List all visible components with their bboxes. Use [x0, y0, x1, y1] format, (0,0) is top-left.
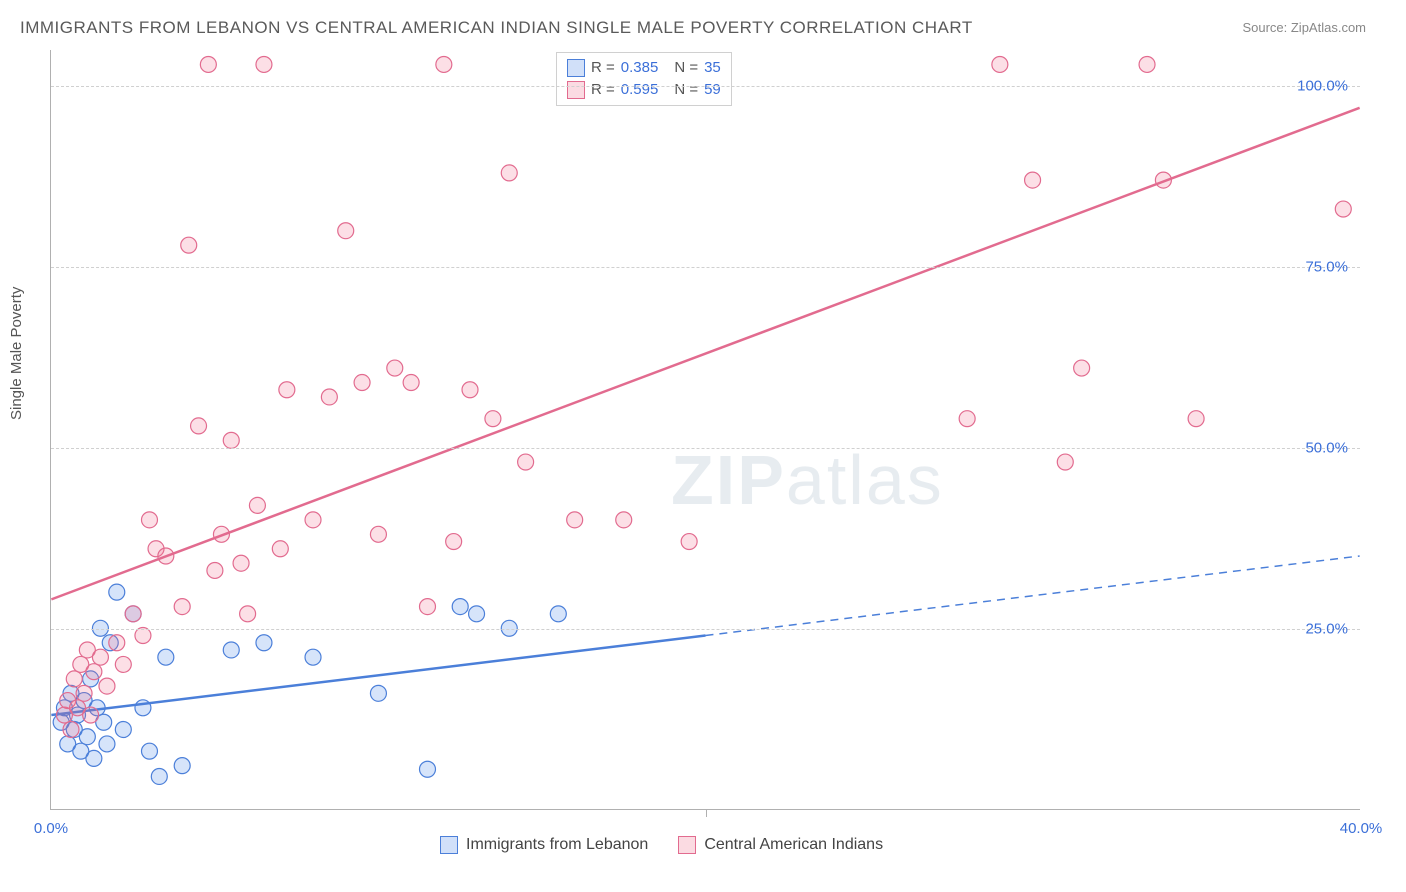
- chart-svg: [51, 50, 1360, 809]
- scatter-point: [992, 56, 1008, 72]
- scatter-point: [403, 375, 419, 391]
- source-attribution: Source: ZipAtlas.com: [1242, 20, 1366, 35]
- ytick-label: 75.0%: [1305, 259, 1348, 276]
- gridline: [51, 267, 1360, 268]
- scatter-point: [174, 758, 190, 774]
- scatter-point: [158, 649, 174, 665]
- scatter-point: [959, 411, 975, 427]
- scatter-point: [446, 534, 462, 550]
- legend-label-pink: Central American Indians: [704, 836, 883, 854]
- scatter-point: [305, 649, 321, 665]
- scatter-point: [174, 599, 190, 615]
- scatter-point: [485, 411, 501, 427]
- trend-line: [51, 108, 1359, 600]
- scatter-point: [191, 418, 207, 434]
- xtick-minor: [706, 809, 707, 817]
- scatter-point: [86, 664, 102, 680]
- scatter-point: [233, 555, 249, 571]
- scatter-point: [115, 721, 131, 737]
- ytick-label: 25.0%: [1305, 621, 1348, 638]
- scatter-point: [181, 237, 197, 253]
- y-axis-label: Single Male Poverty: [8, 287, 25, 420]
- scatter-point: [436, 56, 452, 72]
- scatter-point: [616, 512, 632, 528]
- scatter-point: [354, 375, 370, 391]
- scatter-point: [109, 635, 125, 651]
- swatch-blue-icon: [440, 836, 458, 854]
- scatter-point: [370, 685, 386, 701]
- scatter-point: [1335, 201, 1351, 217]
- scatter-point: [518, 454, 534, 470]
- scatter-point: [115, 656, 131, 672]
- scatter-point: [223, 642, 239, 658]
- legend-label-blue: Immigrants from Lebanon: [466, 836, 648, 854]
- scatter-point: [83, 707, 99, 723]
- scatter-point: [550, 606, 566, 622]
- legend-item-blue: Immigrants from Lebanon: [440, 836, 648, 854]
- series-legend: Immigrants from Lebanon Central American…: [440, 836, 883, 854]
- scatter-point: [76, 685, 92, 701]
- xtick-label: 40.0%: [1340, 820, 1383, 837]
- scatter-point: [151, 768, 167, 784]
- ytick-label: 50.0%: [1305, 440, 1348, 457]
- scatter-point: [1188, 411, 1204, 427]
- gridline: [51, 448, 1360, 449]
- legend-item-pink: Central American Indians: [678, 836, 883, 854]
- scatter-point: [207, 562, 223, 578]
- scatter-point: [141, 512, 157, 528]
- ytick-label: 100.0%: [1297, 78, 1348, 95]
- scatter-point: [1025, 172, 1041, 188]
- scatter-point: [66, 671, 82, 687]
- scatter-point: [79, 729, 95, 745]
- trend-line-dashed: [706, 556, 1360, 636]
- scatter-point: [501, 165, 517, 181]
- scatter-point: [109, 584, 125, 600]
- scatter-point: [1074, 360, 1090, 376]
- scatter-point: [567, 512, 583, 528]
- scatter-point: [681, 534, 697, 550]
- scatter-point: [200, 56, 216, 72]
- trend-line-solid: [51, 636, 705, 716]
- scatter-point: [92, 649, 108, 665]
- scatter-point: [223, 432, 239, 448]
- scatter-point: [256, 56, 272, 72]
- xtick-label: 0.0%: [34, 820, 68, 837]
- chart-title: IMMIGRANTS FROM LEBANON VS CENTRAL AMERI…: [20, 18, 973, 38]
- gridline: [51, 629, 1360, 630]
- scatter-point: [452, 599, 468, 615]
- swatch-pink-icon: [678, 836, 696, 854]
- scatter-point: [469, 606, 485, 622]
- scatter-point: [420, 599, 436, 615]
- scatter-point: [321, 389, 337, 405]
- scatter-point: [370, 526, 386, 542]
- scatter-point: [1139, 56, 1155, 72]
- plot-area: ZIPatlas R = 0.385 N = 35 R = 0.595 N = …: [50, 50, 1360, 810]
- scatter-point: [279, 382, 295, 398]
- scatter-point: [141, 743, 157, 759]
- scatter-point: [240, 606, 256, 622]
- scatter-point: [387, 360, 403, 376]
- scatter-point: [63, 721, 79, 737]
- scatter-point: [305, 512, 321, 528]
- scatter-point: [256, 635, 272, 651]
- scatter-point: [420, 761, 436, 777]
- scatter-point: [249, 497, 265, 513]
- scatter-point: [272, 541, 288, 557]
- scatter-point: [1057, 454, 1073, 470]
- gridline: [51, 86, 1360, 87]
- scatter-point: [99, 678, 115, 694]
- scatter-point: [86, 750, 102, 766]
- scatter-point: [99, 736, 115, 752]
- scatter-point: [125, 606, 141, 622]
- scatter-point: [338, 223, 354, 239]
- scatter-point: [462, 382, 478, 398]
